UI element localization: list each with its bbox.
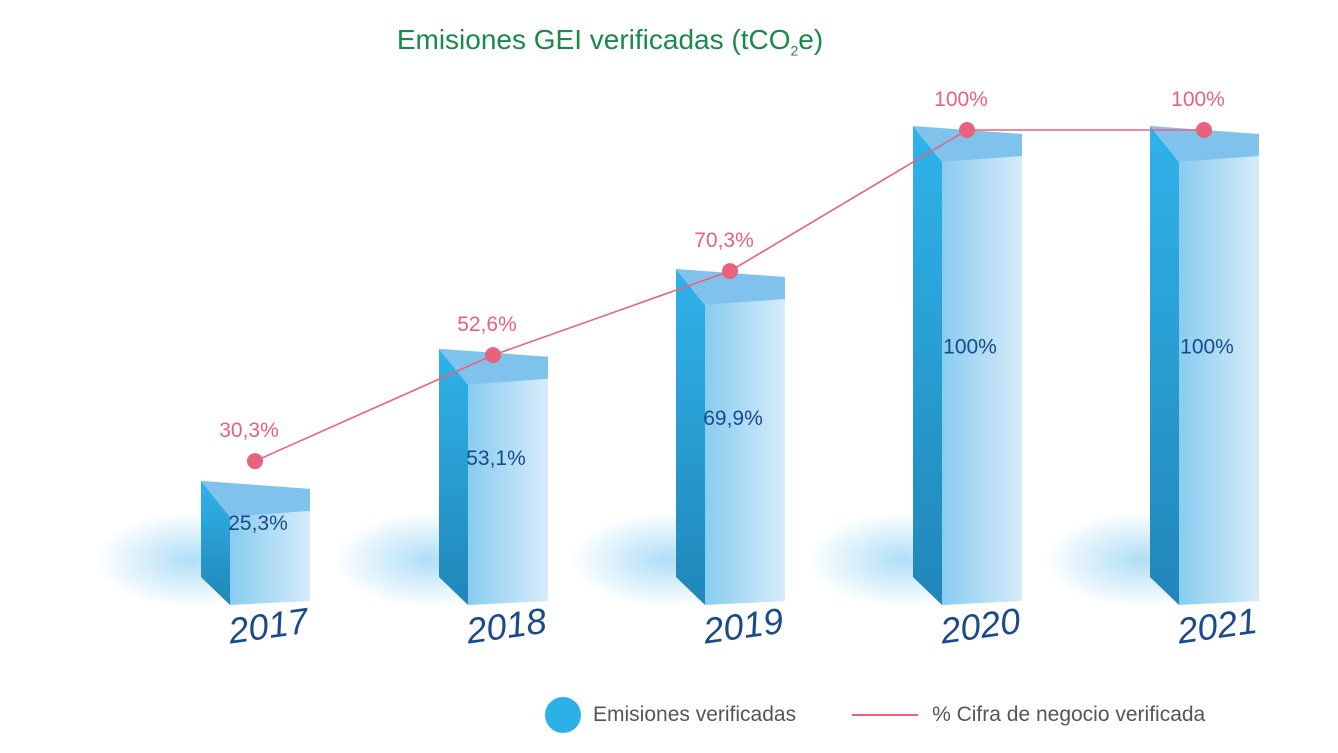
chart-title-subscript: 2 [790,42,799,59]
bar-value-label: 100% [1180,336,1234,359]
bar-2019 [676,268,785,605]
bar-side-face [676,268,705,605]
chart-title: Emisiones GEI verificadas (tCO2e) [0,24,1220,59]
line-point [1196,122,1212,138]
x-tick-label: 2019 [700,600,786,652]
line-point [959,122,975,138]
x-tick-label: 2017 [225,599,313,651]
bar-front-face [705,298,785,605]
bar-value-label: 69,9% [703,407,763,430]
line-value-label: 100% [934,88,988,111]
x-tick-label: 2018 [463,600,549,652]
bar-front-face [942,156,1022,605]
legend-line-label: % Cifra de negocio verificada [932,703,1206,726]
bar-side-face [439,348,468,605]
bar-top-face [201,480,310,517]
x-tick-label: 2020 [937,600,1023,652]
line-value-label: 30,3% [219,419,279,442]
bar-2021 [1150,126,1259,605]
bar-2020 [913,126,1022,605]
bar-value-label: 100% [943,336,997,359]
legend-bar-label: Emisiones verificadas [593,703,797,726]
bar-2017 [201,480,310,605]
line-point [247,453,263,470]
legend-line-swatch [852,714,919,716]
x-tick-label: 2021 [1174,600,1260,652]
legend: Emisiones verificadas % Cifra de negocio… [545,695,1205,735]
bar-side-face [201,480,230,605]
legend-bar-swatch [545,697,581,733]
chart-title-suffix: e) [798,24,824,55]
line-value-label: 70,3% [694,229,754,252]
bar-front-face [230,510,310,605]
line-value-label: 100% [1171,88,1225,111]
bar-top-face [1150,126,1259,162]
bar-front-face [468,378,548,605]
bar-front-face [1179,156,1259,605]
bar-top-face [439,348,548,385]
chart-title-text: Emisiones GEI verificadas (tCO [396,24,791,55]
bar-value-label: 25,3% [228,512,288,535]
bar-top-face [913,126,1022,162]
line-point [485,347,501,364]
line-value-label: 52,6% [457,313,517,336]
bar-2018 [439,348,548,605]
bar-side-face [1150,126,1179,605]
bar-value-label: 53,1% [466,447,526,470]
bar-top-face [676,268,785,305]
line-point [722,263,738,280]
bar-side-face [913,126,942,605]
plot-area: 25,3% 2017 53,1% 2018 69,9% 2019 100% 2020 100% 2… [96,88,1260,652]
